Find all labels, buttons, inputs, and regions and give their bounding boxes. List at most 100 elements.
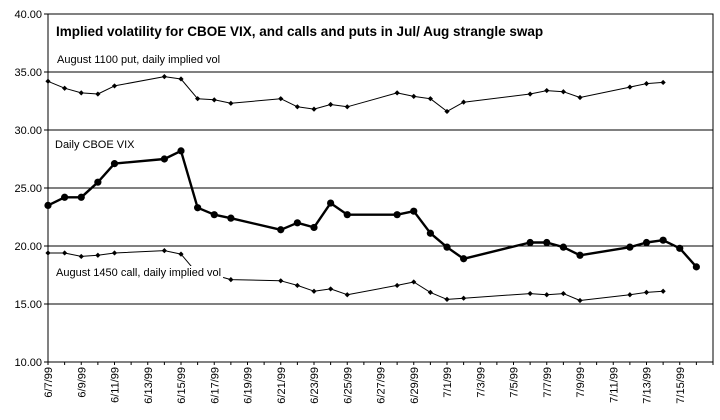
data-point-put <box>278 96 284 102</box>
data-point-call <box>228 277 234 283</box>
x-tick-label: 6/29/99 <box>409 367 421 404</box>
data-point-call <box>411 279 417 285</box>
data-point-call <box>660 288 666 294</box>
data-point-call <box>544 292 550 298</box>
data-point-put <box>111 83 118 89</box>
y-tick-label: 40.00 <box>14 9 42 21</box>
data-point-put <box>560 89 566 95</box>
data-point-call <box>444 296 450 302</box>
series-vix <box>44 147 700 271</box>
data-point-put <box>527 91 533 97</box>
data-point-put <box>211 97 217 103</box>
x-tick-label: 6/17/99 <box>209 367 221 404</box>
data-point-vix <box>277 226 285 234</box>
x-tick-marks <box>47 362 714 365</box>
title-background <box>52 22 548 41</box>
data-point-call <box>427 289 433 295</box>
data-point-put <box>78 90 84 96</box>
data-point-put <box>228 100 234 106</box>
annotation-vix: Daily CBOE VIX <box>55 139 135 151</box>
y-tick-label: 15.00 <box>14 299 42 311</box>
data-point-call <box>178 251 184 257</box>
x-tick-label: 7/15/99 <box>675 367 687 404</box>
data-point-put <box>461 99 467 105</box>
data-point-vix <box>576 251 584 259</box>
x-tick-label: 7/5/99 <box>509 367 521 398</box>
data-point-vix <box>460 255 468 263</box>
data-point-put <box>444 108 450 115</box>
data-point-put <box>544 87 550 94</box>
data-point-put <box>195 96 201 102</box>
data-point-call <box>344 292 350 298</box>
data-point-call <box>294 282 300 289</box>
data-point-vix <box>626 243 634 251</box>
data-point-call <box>78 253 84 260</box>
annotation-call: August 1450 call, daily implied vol <box>56 267 221 279</box>
data-point-call <box>328 286 334 292</box>
x-tick-label: 7/1/99 <box>442 367 454 398</box>
x-tick-label: 6/13/99 <box>143 367 155 404</box>
data-point-vix <box>110 160 119 168</box>
x-tick-label: 7/7/99 <box>542 367 554 398</box>
data-point-put <box>294 104 300 110</box>
data-point-vix <box>676 244 684 252</box>
y-tick-label: 35.00 <box>14 67 42 79</box>
data-point-call <box>95 252 101 258</box>
x-tick-label: 7/3/99 <box>475 367 487 398</box>
data-point-call <box>111 250 118 256</box>
data-point-put <box>62 85 68 91</box>
annotation-background <box>54 266 224 280</box>
data-point-put <box>627 84 633 90</box>
data-point-call <box>527 290 533 297</box>
data-point-vix <box>77 193 85 201</box>
data-point-vix <box>310 223 318 232</box>
y-tick-label: 10.00 <box>14 357 42 369</box>
data-point-vix <box>393 211 401 219</box>
plot-frame <box>47 13 714 363</box>
annotation-put: August 1100 put, daily implied vol <box>57 54 220 66</box>
x-axis-tick-labels: 6/7/99 6/9/99 6/11/99 6/13/99 6/15/99 6/17/99… <box>43 367 687 404</box>
data-point-vix <box>343 211 351 219</box>
data-point-vix <box>293 219 301 227</box>
data-point-put <box>311 106 317 112</box>
x-tick-label: 6/9/99 <box>76 367 88 398</box>
data-point-call <box>577 297 583 304</box>
y-tick-label: 30.00 <box>14 125 42 137</box>
data-point-put <box>643 81 650 87</box>
data-point-vix <box>177 147 185 155</box>
x-tick-label: 6/27/99 <box>376 367 388 404</box>
y-axis-tick-labels: 10.00 15.00 20.00 25.00 30.00 35.00 40.00 <box>14 9 42 369</box>
data-point-call <box>627 292 633 298</box>
x-tick-label: 6/11/99 <box>110 367 122 403</box>
data-point-call <box>161 248 167 254</box>
x-tick-label: 7/13/99 <box>642 367 654 404</box>
data-point-vix <box>692 263 700 271</box>
data-point-call <box>643 289 650 295</box>
data-point-call <box>62 250 68 256</box>
x-tick-label: 6/19/99 <box>243 367 255 404</box>
data-point-put <box>411 93 417 99</box>
data-point-put <box>178 76 184 82</box>
data-point-put <box>660 79 666 86</box>
data-point-vix <box>227 214 235 222</box>
data-point-vix <box>194 204 202 212</box>
series-call <box>45 248 666 304</box>
data-point-vix <box>94 178 102 186</box>
data-point-vix <box>210 211 218 219</box>
data-point-vix <box>642 238 651 247</box>
x-tick-label: 6/7/99 <box>43 367 55 398</box>
data-point-put <box>95 91 101 97</box>
data-point-call <box>311 288 317 294</box>
x-tick-label: 6/21/99 <box>276 367 288 404</box>
data-point-vix <box>443 243 451 251</box>
x-tick-label: 6/25/99 <box>342 367 354 404</box>
gridlines <box>44 13 713 363</box>
data-point-vix <box>327 199 335 207</box>
data-point-vix <box>160 155 168 163</box>
y-tick-label: 25.00 <box>14 183 42 195</box>
series-put <box>45 74 666 115</box>
data-point-put <box>394 90 400 96</box>
data-point-put <box>427 96 433 102</box>
